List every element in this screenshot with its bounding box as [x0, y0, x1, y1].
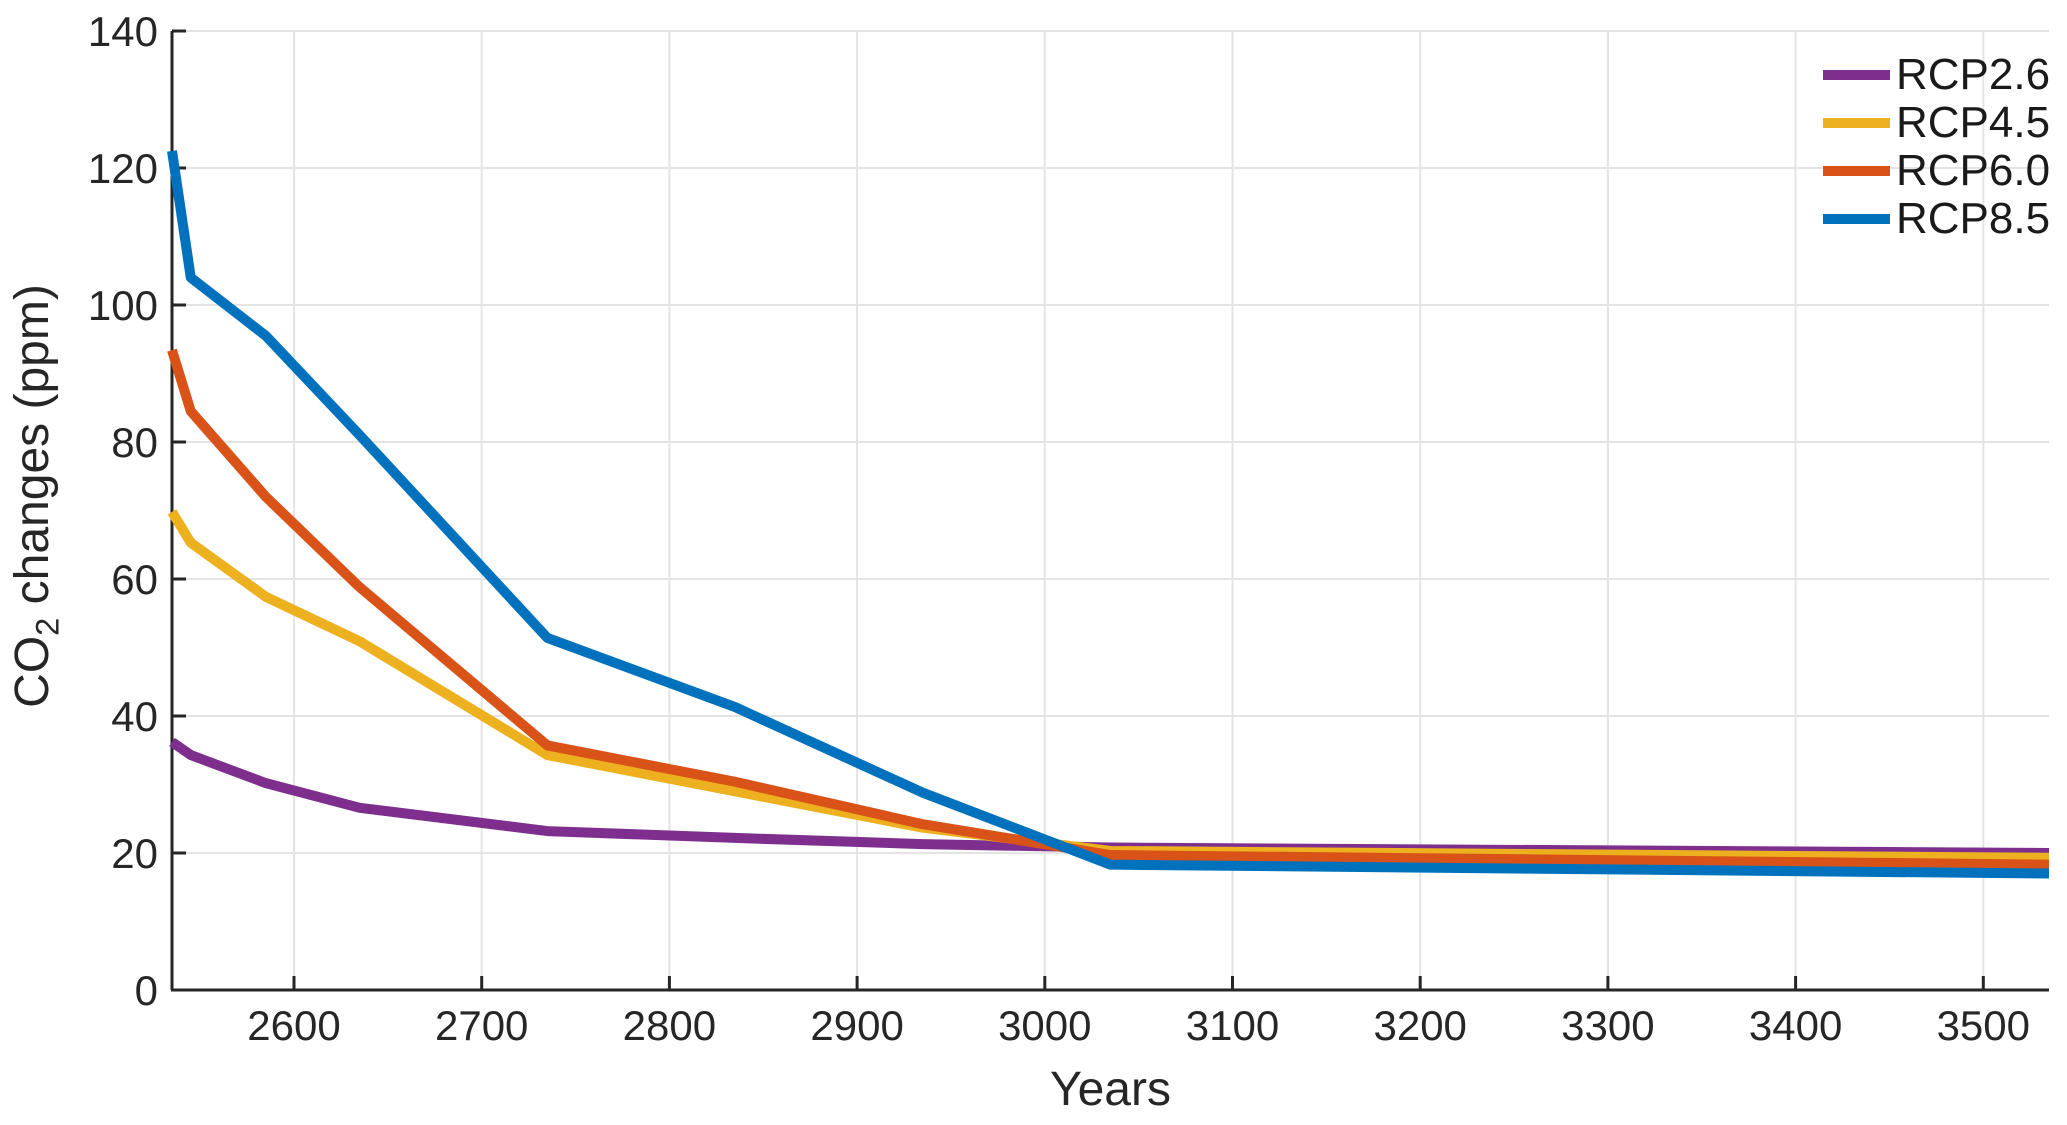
- x-tick-label: 2900: [810, 1002, 903, 1049]
- x-tick-label: 2800: [623, 1002, 716, 1049]
- series-line-rcp8.5: [167, 150, 2050, 879]
- y-tick-label: 120: [88, 145, 158, 192]
- x-axis-label: Years: [1050, 1063, 1171, 1116]
- x-tick-label: 3100: [1186, 1002, 1279, 1049]
- legend-swatch: [1823, 70, 1890, 80]
- y-axis-label-sub: 2: [28, 617, 66, 636]
- y-axis-label: CO2 changes (ppm): [5, 196, 66, 796]
- y-tick-label: 100: [88, 282, 158, 329]
- legend-label: RCP4.5: [1896, 98, 2051, 147]
- y-tick-label: 20: [111, 830, 158, 877]
- y-axis-label-post: changes (ppm): [6, 284, 59, 618]
- legend-label: RCP8.5: [1896, 194, 2051, 243]
- legend-item-rcp4.5: RCP4.5: [1823, 98, 2051, 147]
- series-line-rcp6.0: [167, 348, 2050, 870]
- y-tick-label: 60: [111, 556, 158, 603]
- legend-swatch: [1823, 118, 1890, 128]
- legend: RCP2.6 RCP4.5 RCP6.0 RCP8.5: [1823, 50, 2051, 243]
- x-tick-label: 3500: [1937, 1002, 2030, 1049]
- y-tick-label: 140: [88, 8, 158, 55]
- y-tick-label: 80: [111, 419, 158, 466]
- legend-item-rcp6.0: RCP6.0: [1823, 146, 2051, 195]
- series-line-rcp2.6: [169, 737, 2050, 858]
- y-tick-label: 0: [135, 967, 158, 1014]
- y-tick-label: 40: [111, 693, 158, 740]
- legend-item-rcp8.5: RCP8.5: [1823, 194, 2051, 243]
- x-tick-label: 3400: [1749, 1002, 1842, 1049]
- x-tick-label: 3200: [1373, 1002, 1466, 1049]
- series-line-rcp4.5: [167, 509, 2050, 863]
- x-tick-label: 3300: [1561, 1002, 1654, 1049]
- x-tick-label: 2600: [247, 1002, 340, 1049]
- legend-swatch: [1823, 166, 1890, 176]
- legend-swatch: [1823, 214, 1890, 224]
- legend-item-rcp2.6: RCP2.6: [1823, 50, 2051, 99]
- x-tick-label: 3000: [998, 1002, 1091, 1049]
- legend-label: RCP6.0: [1896, 146, 2051, 195]
- y-axis-label-pre: CO: [6, 635, 59, 708]
- legend-label: RCP2.6: [1896, 50, 2051, 99]
- x-tick-label: 2700: [435, 1002, 528, 1049]
